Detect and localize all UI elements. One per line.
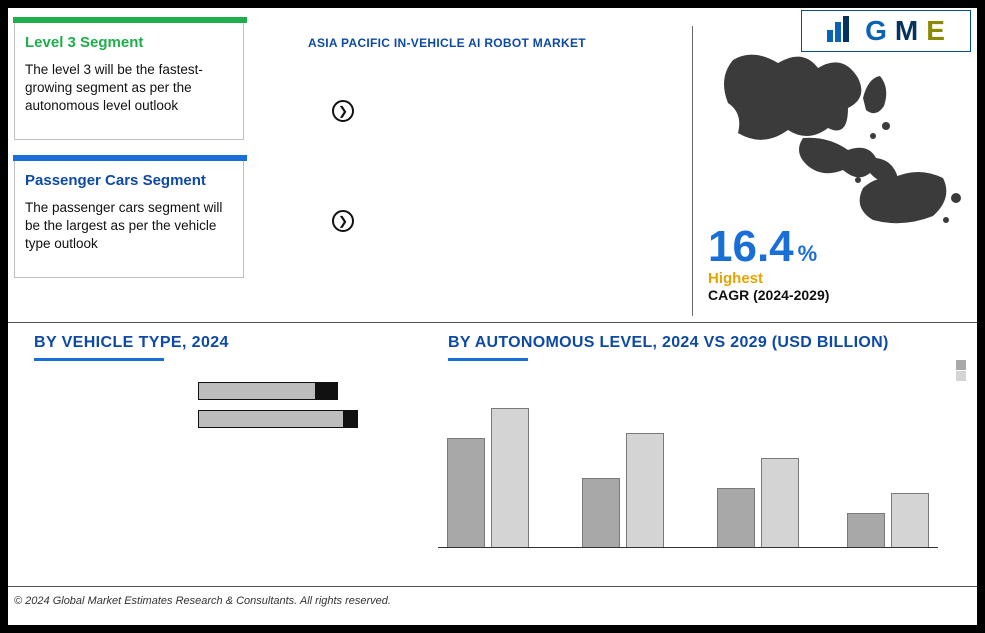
bar-group — [573, 433, 673, 548]
chart-x-axis — [438, 547, 938, 548]
cagr-range-label: CAGR (2024-2029) — [708, 287, 968, 303]
copyright-text: © 2024 Global Market Estimates Research … — [14, 595, 391, 607]
legend-swatch-2029 — [956, 371, 966, 381]
logo-bars-icon — [825, 16, 859, 46]
vertical-divider — [692, 26, 693, 316]
cagr-number: 16.4 — [708, 222, 794, 272]
hbar-end-cap — [343, 411, 357, 427]
hbar-end-cap — [315, 383, 337, 399]
hbar — [198, 382, 338, 400]
chevron-right-icon — [332, 100, 354, 122]
hbar-row — [198, 410, 378, 428]
section-title-vehicle-type: BY VEHICLE TYPE, 2024 — [34, 334, 229, 352]
section-underline — [448, 358, 528, 361]
chart-plot-area — [438, 388, 938, 548]
bar-2024 — [582, 478, 620, 548]
chevron-right-icon — [332, 210, 354, 232]
vehicle-type-chart — [198, 382, 378, 438]
logo-letter-m: M — [895, 15, 920, 47]
gme-logo: G M E — [801, 10, 971, 52]
logo-letter-e: E — [926, 15, 947, 47]
asia-pacific-map-icon — [708, 48, 968, 228]
section-underline — [34, 358, 164, 361]
bar-2024 — [447, 438, 485, 548]
bar-2029 — [891, 493, 929, 548]
canvas: G M E ASIA PACIFIC IN-VEHICLE AI ROBOT M… — [8, 8, 977, 625]
page-title: ASIA PACIFIC IN-VEHICLE AI ROBOT MARKET — [308, 36, 586, 50]
logo-letter-g: G — [865, 15, 889, 47]
segment-body: The passenger cars segment will be the l… — [25, 199, 233, 254]
bar-group — [708, 458, 808, 548]
bar-group — [838, 493, 938, 548]
hbar-row — [198, 382, 378, 400]
bar-2024 — [717, 488, 755, 548]
bar-2029 — [491, 408, 529, 548]
cagr-unit: % — [798, 241, 818, 267]
horizontal-divider — [8, 322, 977, 323]
segment-title: Level 3 Segment — [25, 34, 233, 51]
legend-swatch-2024 — [956, 360, 966, 370]
bar-2024 — [847, 513, 885, 548]
bar-2029 — [761, 458, 799, 548]
segment-body: The level 3 will be the fastest-growing … — [25, 61, 233, 116]
segment-box-passenger-cars: Passenger Cars Segment The passenger car… — [14, 158, 244, 278]
segment-title: Passenger Cars Segment — [25, 172, 233, 189]
section-title-autonomous-level: BY AUTONOMOUS LEVEL, 2024 VS 2029 (USD B… — [448, 334, 889, 352]
bar-2029 — [626, 433, 664, 548]
footer-divider — [8, 586, 977, 587]
cagr-highest-label: Highest — [708, 270, 968, 287]
autonomous-level-chart — [438, 368, 968, 568]
segment-box-level3: Level 3 Segment The level 3 will be the … — [14, 20, 244, 140]
chart-legend — [954, 360, 966, 382]
hbar — [198, 410, 358, 428]
cagr-block: 16.4% Highest CAGR (2024-2029) — [708, 48, 968, 303]
cagr-value: 16.4% — [708, 222, 968, 272]
bar-group — [438, 408, 538, 548]
